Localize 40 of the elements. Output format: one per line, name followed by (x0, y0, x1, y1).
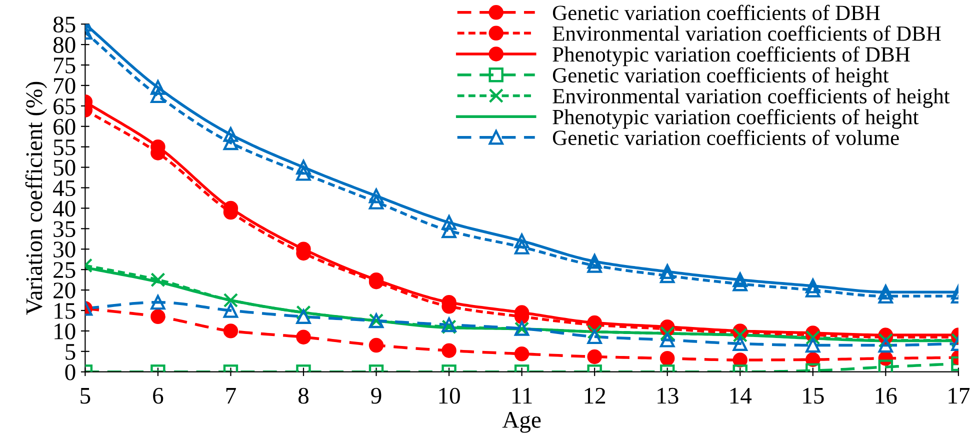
y-tick-label: 45 (52, 180, 76, 196)
y-tick-label: 0 (65, 364, 76, 380)
y-axis-title: Variation coefficient (%) (25, 82, 47, 315)
legend-label: Genetic variation coefficients of DBH (552, 4, 880, 20)
y-tick-label: 80 (53, 37, 76, 53)
y-tick-label: 25 (54, 262, 76, 278)
x-tick-label: 15 (803, 388, 824, 404)
x-tick-label: 12 (584, 388, 606, 404)
x-tick-label: 10 (439, 388, 460, 404)
legend-label: Phenotypic variation coefficients of DBH (552, 46, 910, 66)
x-tick-label: 17 (948, 388, 970, 404)
y-tick-label: 75 (54, 58, 76, 74)
y-tick-label: 40 (52, 200, 76, 217)
x-tick-label: 5 (80, 388, 90, 404)
y-tick-label: 30 (54, 242, 76, 258)
y-tick-label: 5 (66, 344, 76, 360)
legend-label: Phenotypic variation coefficients of height (552, 108, 919, 129)
x-tick-label: 11 (512, 388, 532, 404)
legend-label: Genetic variation coefficients of height (552, 67, 889, 88)
y-tick-label: 10 (54, 323, 76, 340)
y-tick-label: 65 (54, 98, 76, 114)
legend-label: Environmental variation coefficients of height (552, 88, 950, 108)
x-tick-label: 9 (371, 388, 382, 404)
y-tick-label: 55 (54, 140, 76, 156)
x-axis-title: Age (502, 412, 541, 433)
y-tick-label: 20 (54, 282, 76, 298)
y-tick-label: 50 (54, 160, 76, 176)
y-tick-label: 85 (53, 16, 76, 33)
x-tick-label: 7 (226, 388, 236, 404)
y-tick-label: 15 (54, 303, 76, 319)
x-tick-label: 14 (730, 388, 752, 404)
legend-label: Genetic variation coefficients of volume (552, 130, 899, 146)
x-tick-label: 13 (658, 388, 678, 404)
legend-label: Environmental variation coefficients of DBH (552, 26, 941, 41)
y-tick-label: 35 (54, 221, 76, 238)
x-tick-label: 6 (153, 388, 164, 404)
x-tick-label: 8 (298, 388, 308, 404)
x-tick-label: 16 (876, 388, 897, 404)
y-tick-label: 60 (54, 118, 76, 135)
y-tick-label: 70 (54, 78, 76, 94)
